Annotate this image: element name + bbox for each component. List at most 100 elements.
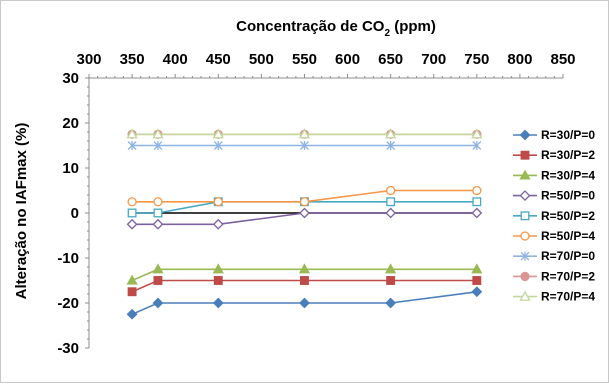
legend-label: R=30/P=0 [541,128,595,142]
data-point [153,197,163,207]
series-1 [126,286,483,320]
legend-marker [520,150,530,160]
data-point [152,263,164,274]
data-point [385,297,397,309]
x-tick-label: 300 [76,51,101,68]
data-point [127,141,137,150]
data-point [153,141,163,150]
legend-item: R=30/P=0 [513,128,595,142]
legend-item: R=50/P=4 [513,229,595,243]
data-point [152,128,164,139]
y-tick-label: 20 [62,115,79,132]
data-point [300,276,309,285]
series-6 [127,185,482,207]
data-point [385,263,397,274]
legend-marker [520,251,530,261]
series-line [131,291,477,316]
x-tick-label: 550 [292,51,317,68]
legend-marker [520,231,530,241]
series-3 [126,263,483,285]
data-point [472,185,482,196]
legend-label: R=70/P=0 [541,249,595,263]
data-point [153,276,163,285]
legend-item: R=70/P=0 [513,249,595,263]
legend-item: R=50/P=2 [513,209,595,223]
data-point [385,207,397,219]
data-point [127,287,137,297]
legend-label: R=50/P=0 [541,189,595,203]
data-point [126,274,138,285]
series-7 [127,141,482,150]
data-point [386,141,396,150]
data-point [213,276,223,285]
y-tick-label: -20 [57,295,79,312]
series-2 [127,276,482,297]
legend-marker [520,271,530,282]
x-tick-label: 800 [507,51,532,68]
x-axis-title: Concentração de CO2 (ppm) [236,18,436,39]
x-tick-label: 350 [120,51,145,68]
legend-label: R=50/P=4 [541,229,595,243]
series-layer [126,128,483,320]
y-tick-label: -10 [57,250,79,267]
data-point [299,141,309,150]
y-tick-label: 10 [62,160,79,177]
x-tick-label: 650 [378,51,403,68]
data-point [153,208,163,218]
y-tick-label: 0 [71,205,79,222]
x-tick-label: 450 [206,51,231,68]
legend: R=30/P=0 R=30/P=2 R=30/P=4 R=50/P=0 R=50/P=2… [513,128,595,304]
data-point [471,128,483,139]
data-point [152,218,164,230]
legend-marker [519,169,531,180]
data-point [472,197,482,207]
legend-label: R=50/P=2 [541,209,595,223]
data-point [386,276,396,285]
legend-item: R=70/P=2 [513,269,595,283]
data-point [213,141,223,150]
data-point [212,297,224,309]
legend-marker [520,211,530,221]
data-point [152,297,164,309]
axes: 30 20 10 0 -10 -20 -30 300 350 400 450 500 550 600 650… [57,51,575,357]
data-point [299,207,310,219]
y-axis-title: Alteração no IAFmax (%) [13,123,30,300]
data-point [386,197,396,207]
series-9 [126,128,483,139]
legend-item: R=70/P=4 [513,290,595,304]
legend-item: R=30/P=4 [513,168,595,182]
legend-item: R=30/P=2 [513,148,595,162]
data-point [127,197,137,207]
legend-marker [519,129,531,141]
x-tick-label: 600 [335,51,360,68]
x-tick-label: 850 [550,51,575,68]
series-4 [126,207,483,230]
legend-marker [519,190,531,202]
legend-label: R=30/P=4 [541,168,595,182]
data-point [471,286,483,298]
data-point [126,128,138,139]
x-tick-label: 750 [464,51,489,68]
legend-marker [519,290,531,301]
y-tick-label: 30 [62,70,79,87]
data-point [385,128,397,139]
data-point [472,276,482,285]
legend-item: R=50/P=0 [513,189,595,203]
x-tick-label: 400 [163,51,188,68]
data-point [213,197,223,207]
data-point [126,218,138,230]
data-point [471,263,483,274]
legend-label: R=70/P=4 [541,290,595,304]
data-point [471,207,483,219]
data-point [298,128,311,139]
y-tick-label: -30 [57,340,79,357]
data-point [212,263,224,274]
data-point [299,297,310,309]
data-point [385,185,396,196]
x-tick-label: 500 [249,51,274,68]
data-point [212,128,224,139]
data-point [126,308,138,320]
x-tick-label: 700 [421,51,446,68]
